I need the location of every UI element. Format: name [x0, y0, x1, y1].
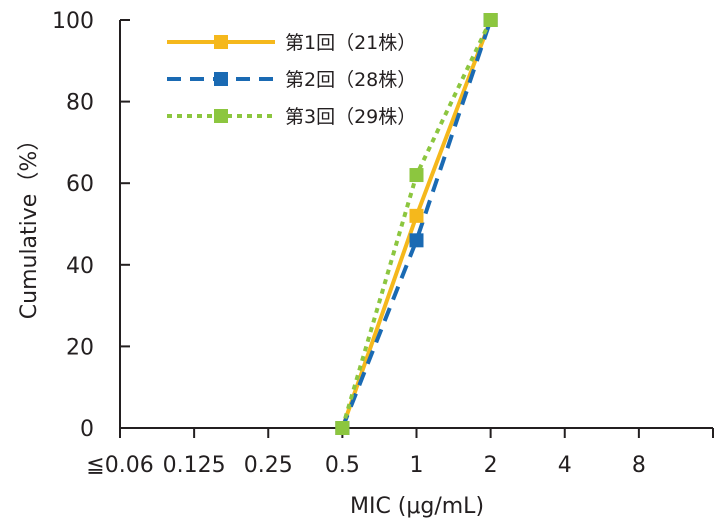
x-tick-label: 0.125 [163, 453, 226, 478]
y-tick-label: 20 [66, 335, 94, 360]
legend-marker-2 [214, 72, 228, 86]
series-markers [335, 13, 498, 435]
y-tick-label: 100 [52, 9, 94, 34]
y-tick-label: 60 [66, 172, 94, 197]
axes [119, 20, 713, 429]
x-tick-label: 2 [484, 453, 498, 478]
legend: 第1回（21株） 第2回（28株） 第3回（29株） [167, 32, 416, 128]
x-tick-label: 1 [410, 453, 424, 478]
y-axis-label: Cumulative（%） [17, 129, 42, 319]
y-tick-label: 0 [80, 417, 94, 442]
x-tick-label: 4 [558, 453, 572, 478]
data-point-series-3 [335, 421, 350, 435]
legend-label-3: 第3回（29株） [285, 106, 416, 128]
data-point-series-2 [409, 233, 424, 248]
legend-marker-1 [214, 35, 228, 49]
data-point-series-3 [409, 168, 424, 183]
x-ticks: ≦0.06 0.125 0.25 0.5 1 2 4 8 [86, 428, 714, 478]
legend-label-1: 第1回（21株） [285, 32, 416, 54]
legend-label-2: 第2回（28株） [285, 69, 416, 91]
x-tick-label: ≦0.06 [86, 453, 153, 478]
y-ticks: 0 20 40 60 80 100 [52, 9, 130, 442]
y-tick-label: 80 [66, 91, 94, 116]
data-point-series-3 [483, 13, 498, 27]
y-tick-label: 40 [66, 254, 94, 279]
x-tick-label: 8 [632, 453, 646, 478]
x-tick-label: 0.25 [244, 453, 293, 478]
series-line-2 [340, 19, 493, 429]
legend-marker-3 [214, 109, 228, 123]
data-point-series-1 [409, 208, 424, 223]
x-axis-label: MIC (μg/mL) [350, 494, 484, 519]
x-tick-label: 0.5 [325, 453, 360, 478]
